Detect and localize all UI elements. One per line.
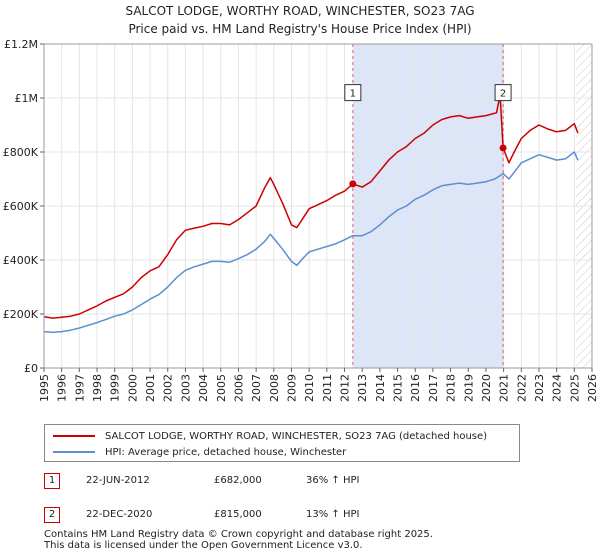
footer-line2: This data is licensed under the Open Gov…	[44, 540, 363, 551]
legend-swatch-hpi	[53, 451, 95, 453]
sale-marker-box	[344, 84, 362, 102]
sale-row: 2 22-DEC-2020 £815,000 13% ↑ HPI	[44, 507, 524, 527]
sale-marker-box	[494, 84, 512, 102]
legend-swatch-property	[53, 435, 95, 437]
x-tick-label: 1997	[73, 374, 86, 402]
y-tick-label: £400K	[3, 254, 39, 267]
chart-title-line1: SALCOT LODGE, WORTHY ROAD, WINCHESTER, S…	[125, 4, 475, 18]
x-tick-label: 2012	[339, 374, 352, 402]
x-tick-label: 1998	[91, 374, 104, 402]
x-tick-label: 2003	[179, 374, 192, 402]
legend-label-property: SALCOT LODGE, WORTHY ROAD, WINCHESTER, S…	[105, 430, 488, 442]
x-tick-label: 2007	[250, 374, 263, 402]
sale-row: 1 22-JUN-2012 £682,000 36% ↑ HPI	[44, 473, 524, 493]
sale-hpi-change: 36% ↑ HPI	[306, 475, 360, 486]
price-chart: 1 2 £0 £200K £400K £600K £800K £1M £1.2M 1995 199…	[3, 38, 599, 402]
y-tick-label: £800K	[3, 146, 39, 159]
x-tick-label: 2015	[392, 374, 405, 402]
x-tick-label: 2010	[303, 374, 316, 402]
y-tick-label: £1.2M	[4, 38, 38, 51]
chart-legend: SALCOT LODGE, WORTHY ROAD, WINCHESTER, S…	[44, 424, 520, 462]
x-tick-label: 2026	[586, 374, 599, 402]
x-tick-label: 2018	[445, 374, 458, 402]
footer-line1: Contains HM Land Registry data © Crown c…	[44, 529, 433, 540]
x-tick-label: 2016	[409, 374, 422, 402]
sale-price: £815,000	[214, 509, 262, 520]
x-tick-label: 2008	[268, 374, 281, 402]
sale-hpi-change: 13% ↑ HPI	[306, 509, 360, 520]
x-tick-label: 2023	[533, 374, 546, 402]
legend-label-hpi: HPI: Average price, detached house, Winc…	[105, 446, 347, 458]
series-line-property	[43, 94, 579, 319]
sale-marker-label: 1	[350, 89, 356, 100]
x-tick-label: 2006	[232, 374, 245, 402]
y-tick-label: £600K	[3, 200, 39, 213]
series-line-hpi	[43, 151, 579, 334]
sale-point	[349, 180, 357, 188]
x-tick-label: 2020	[480, 374, 493, 402]
legend-item-hpi: HPI: Average price, detached house, Winc…	[53, 444, 346, 460]
x-tick-label: 1995	[38, 374, 51, 402]
sale-marker-badge: 1	[44, 473, 60, 489]
x-tick-label: 2021	[498, 374, 511, 402]
legend-item-property: SALCOT LODGE, WORTHY ROAD, WINCHESTER, S…	[53, 428, 487, 444]
x-tick-label: 2022	[515, 374, 528, 402]
chart-title: SALCOT LODGE, WORTHY ROAD, WINCHESTER, S…	[0, 2, 600, 38]
sale-price: £682,000	[214, 475, 262, 486]
x-tick-label: 2004	[197, 374, 210, 402]
x-tick-label: 2013	[356, 374, 369, 402]
sale-marker-label: 2	[500, 89, 506, 100]
sale-marker-badge: 2	[44, 507, 60, 523]
y-tick-label: £200K	[3, 308, 39, 321]
x-tick-label: 2024	[551, 374, 564, 402]
x-tick-label: 2017	[427, 374, 440, 402]
attribution-footer: Contains HM Land Registry data © Crown c…	[44, 529, 433, 551]
x-tick-label: 2009	[285, 374, 298, 402]
x-tick-label: 2005	[215, 374, 228, 402]
x-tick-label: 1996	[56, 374, 69, 402]
x-tick-label: 2011	[321, 374, 334, 402]
x-tick-label: 2000	[126, 374, 139, 402]
x-tick-label: 2025	[568, 374, 581, 402]
sale-date: 22-JUN-2012	[86, 475, 150, 486]
x-tick-label: 2014	[374, 374, 387, 402]
sale-point	[499, 144, 507, 152]
sale-date: 22-DEC-2020	[86, 509, 153, 520]
chart-title-line2: Price paid vs. HM Land Registry's House …	[128, 22, 472, 36]
x-tick-label: 1999	[109, 374, 122, 402]
y-tick-label: £0	[24, 362, 38, 375]
x-tick-label: 2001	[144, 374, 157, 402]
y-tick-label: £1M	[15, 92, 39, 105]
x-tick-label: 2019	[462, 374, 475, 402]
x-tick-label: 2002	[162, 374, 175, 402]
